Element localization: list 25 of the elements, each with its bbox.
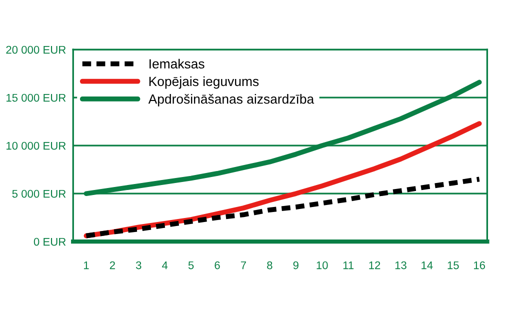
x-tick-label: 1 [84,261,89,270]
x-tick-label: 8 [267,261,272,270]
y-tick-label: 10 000 EUR [6,142,66,150]
y-tick-label: 15 000 EUR [6,94,66,102]
x-tick-label: 7 [240,261,246,270]
x-tick-label: 3 [136,261,142,270]
legend-label: Iemaksas [150,58,204,69]
y-tick-label: 20 000 EUR [6,46,66,54]
y-tick-label: 0 EUR [34,238,66,246]
y-tick-label: 5 000 EUR [12,190,66,198]
x-tick-label: 13 [395,261,406,270]
legend-label: Apdrošināšanas aizsardzība [148,94,314,106]
x-tick-label: 2 [110,261,115,270]
x-tick-label: 10 [316,261,328,270]
x-tick-label: 4 [162,261,168,270]
x-tick-label: 16 [474,261,486,270]
x-tick-label: 5 [188,261,194,270]
x-tick-label: 15 [448,261,459,270]
x-tick-label: 6 [214,261,220,270]
legend-label: Kopējais ieguvums [149,76,259,89]
x-tick-label: 9 [293,261,298,270]
x-tick-label: 11 [343,261,354,270]
x-tick-label: 14 [422,261,433,270]
line-series [84,176,482,238]
x-tick-label: 12 [369,261,380,270]
